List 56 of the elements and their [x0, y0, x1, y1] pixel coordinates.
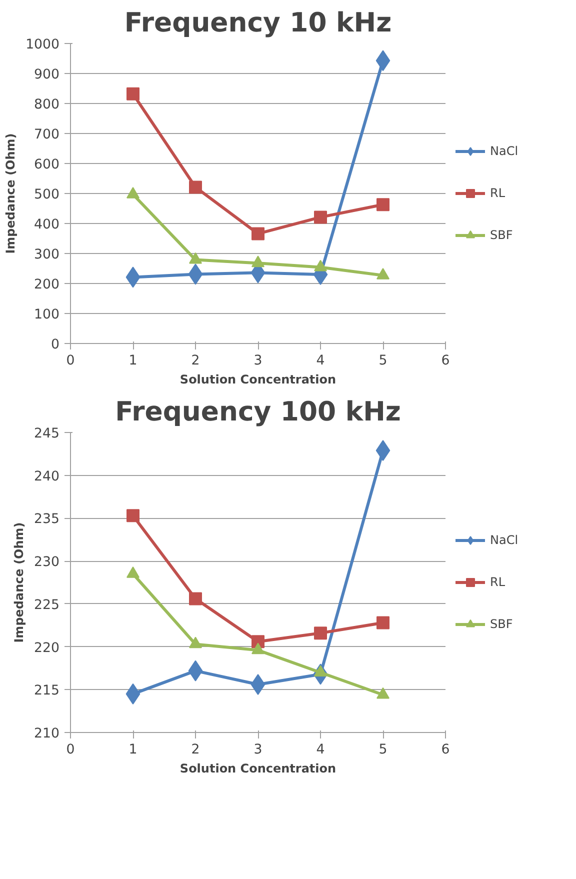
legend-label: SBF — [490, 228, 513, 242]
x-axis-title: Solution Concentration — [180, 372, 336, 386]
x-axis-title: Solution Concentration — [180, 762, 336, 776]
legend-label: NaCl — [490, 533, 518, 547]
y-axis-title: Impedance (Ohm) — [4, 133, 18, 254]
x-tick-label: 3 — [254, 354, 262, 368]
y-tick-label: 215 — [34, 684, 60, 699]
y-tick-label: 700 — [34, 128, 60, 142]
y-tick-label: 300 — [34, 248, 60, 262]
legend-label: NaCl — [490, 144, 518, 158]
x-tick-label: 1 — [128, 742, 138, 758]
x-tick-label: 2 — [191, 354, 200, 368]
y-tick-label: 240 — [34, 469, 60, 484]
y-tick-label: 600 — [34, 158, 60, 172]
point — [189, 592, 202, 606]
x-tick-label: 6 — [441, 742, 450, 758]
point — [314, 210, 327, 224]
y-tick-label: 0 — [51, 338, 60, 352]
legend-label: RL — [490, 575, 506, 589]
point — [250, 674, 266, 695]
point — [252, 227, 264, 240]
legend-label: SBF — [490, 617, 513, 631]
point — [376, 440, 390, 461]
y-tick-label: 900 — [34, 68, 60, 82]
x-tick-label: 4 — [316, 354, 325, 368]
x-tick-label: 5 — [378, 742, 388, 758]
point — [376, 616, 390, 630]
y-tick-label: 200 — [34, 278, 60, 292]
y-tick-label: 400 — [34, 218, 60, 232]
y-tick-label: 245 — [34, 426, 60, 442]
x-tick-label: 5 — [378, 354, 388, 368]
y-tick-label: 230 — [34, 555, 60, 570]
y-tick-label: 235 — [34, 512, 60, 528]
y-tick-label: 500 — [34, 188, 60, 202]
x-tick-label: 4 — [316, 742, 325, 758]
y-tick-label: 1000 — [26, 38, 60, 52]
y-tick-label: 210 — [34, 726, 60, 742]
y-tick-label: 800 — [34, 98, 60, 112]
point — [126, 509, 140, 522]
point — [126, 87, 140, 100]
point — [376, 198, 390, 212]
point — [189, 180, 202, 194]
x-tick-label: 0 — [66, 354, 75, 368]
x-tick-label: 6 — [441, 354, 450, 368]
y-tick-label: 100 — [34, 308, 60, 322]
y-axis-title: Impedance (Ohm) — [12, 522, 26, 643]
x-tick-label: 1 — [128, 354, 138, 368]
x-tick-label: 3 — [254, 742, 262, 758]
point — [314, 626, 327, 640]
legend-label: RL — [490, 186, 506, 200]
chart-title: Frequency 10 kHz — [124, 8, 392, 38]
x-tick-label: 0 — [66, 742, 75, 758]
y-tick-label: 220 — [34, 640, 60, 656]
x-tick-label: 2 — [191, 742, 200, 758]
y-tick-label: 225 — [34, 598, 60, 613]
chart-title: Frequency 100 kHz — [115, 396, 401, 428]
